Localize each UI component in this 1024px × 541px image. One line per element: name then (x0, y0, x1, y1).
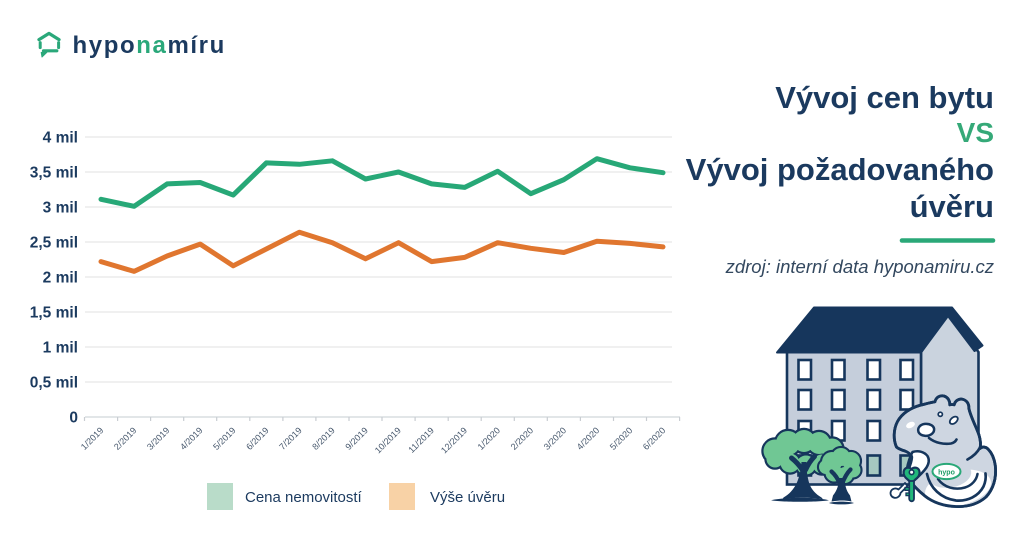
svg-text:Vývoj požadovaného: Vývoj požadovaného (686, 152, 994, 187)
svg-text:1/2020: 1/2020 (476, 425, 503, 452)
svg-text:VS: VS (957, 117, 994, 148)
svg-text:1,5 mil: 1,5 mil (30, 305, 78, 322)
svg-text:Cena nemovitostí: Cena nemovitostí (245, 489, 363, 506)
svg-text:2 mil: 2 mil (43, 270, 78, 287)
svg-text:1 mil: 1 mil (43, 340, 78, 357)
svg-text:3,5 mil: 3,5 mil (30, 165, 78, 182)
svg-text:4 mil: 4 mil (43, 130, 78, 147)
svg-text:9/2019: 9/2019 (343, 425, 370, 452)
svg-text:Výše úvěru: Výše úvěru (430, 489, 505, 506)
svg-text:3/2019: 3/2019 (145, 425, 172, 452)
svg-text:hypo: hypo (938, 469, 955, 476)
svg-text:úvěru: úvěru (910, 189, 994, 224)
svg-text:2,5 mil: 2,5 mil (30, 235, 78, 252)
svg-text:5/2019: 5/2019 (211, 425, 238, 452)
svg-text:4/2019: 4/2019 (178, 425, 205, 452)
svg-text:2/2019: 2/2019 (112, 425, 139, 452)
svg-text:6/2020: 6/2020 (641, 425, 668, 452)
svg-text:12/2019: 12/2019 (439, 425, 469, 455)
svg-text:3/2020: 3/2020 (542, 425, 569, 452)
svg-text:4/2020: 4/2020 (575, 425, 602, 452)
svg-text:Vývoj cen bytu: Vývoj cen bytu (775, 80, 994, 115)
svg-text:3 mil: 3 mil (43, 200, 78, 217)
svg-text:8/2019: 8/2019 (310, 425, 337, 452)
svg-text:2/2020: 2/2020 (509, 425, 536, 452)
svg-text:6/2019: 6/2019 (244, 425, 271, 452)
svg-text:11/2019: 11/2019 (406, 425, 436, 455)
svg-text:hyponamíru: hyponamíru (73, 32, 226, 59)
svg-text:7/2019: 7/2019 (277, 425, 304, 452)
svg-text:5/2020: 5/2020 (608, 425, 635, 452)
svg-text:10/2019: 10/2019 (373, 425, 403, 455)
svg-text:0: 0 (69, 410, 78, 427)
svg-text:0,5 mil: 0,5 mil (30, 375, 78, 392)
svg-text:1/2019: 1/2019 (79, 425, 106, 452)
svg-text:zdroj: interní data hyponamiru: zdroj: interní data hyponamiru.cz (725, 256, 994, 277)
